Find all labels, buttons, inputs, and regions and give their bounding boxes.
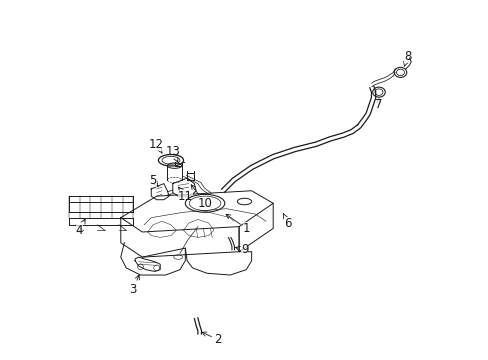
Text: 4: 4 xyxy=(76,219,85,237)
Text: 8: 8 xyxy=(403,50,410,66)
Text: 6: 6 xyxy=(283,214,291,230)
Text: 9: 9 xyxy=(235,243,248,256)
Text: 13: 13 xyxy=(165,145,180,162)
Text: 2: 2 xyxy=(202,332,221,346)
Text: 11: 11 xyxy=(178,187,193,203)
Text: 5: 5 xyxy=(149,174,158,187)
Text: 7: 7 xyxy=(374,98,382,111)
Text: 1: 1 xyxy=(225,214,250,235)
Text: 10: 10 xyxy=(191,185,212,210)
Text: 3: 3 xyxy=(129,275,139,296)
Text: 12: 12 xyxy=(149,138,164,153)
